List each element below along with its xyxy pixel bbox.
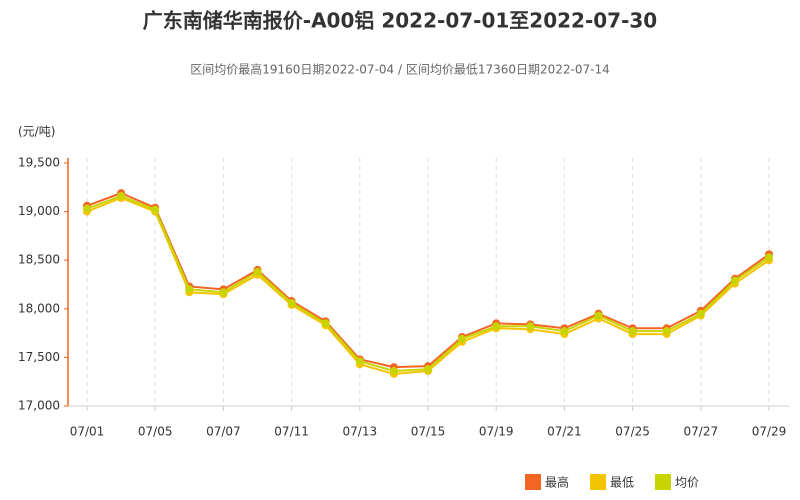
y-tick-label: 18,000 <box>18 301 60 315</box>
point <box>458 334 467 343</box>
point <box>253 267 262 276</box>
x-tick-label: 07/13 <box>343 425 378 439</box>
legend-swatch <box>590 474 606 490</box>
x-tick-label: 07/25 <box>615 425 650 439</box>
y-tick-label: 17,500 <box>18 350 60 364</box>
legend-label: 最高 <box>545 475 569 490</box>
point <box>628 327 637 336</box>
legend-swatch <box>655 474 671 490</box>
point <box>424 365 432 374</box>
point <box>696 309 705 318</box>
point <box>492 322 501 331</box>
x-tick-label: 07/05 <box>138 425 173 439</box>
point <box>219 288 228 297</box>
y-tick-label: 19,000 <box>18 204 60 218</box>
y-tick-label: 18,500 <box>18 253 60 267</box>
point <box>662 327 671 336</box>
point <box>355 357 364 366</box>
y-tick-label: 19,500 <box>18 156 60 170</box>
x-tick-label: 07/21 <box>547 425 582 439</box>
point <box>730 276 739 285</box>
point <box>560 327 569 336</box>
point <box>151 205 160 214</box>
point <box>526 322 535 331</box>
point <box>287 298 296 307</box>
chart-subtitle: 区间均价最高19160日期2022-07-04 / 区间均价最低17360日期2… <box>190 62 610 77</box>
point <box>185 285 194 294</box>
chart-title: 广东南储华南报价-A00铝 2022-07-01至2022-07-30 <box>143 9 657 33</box>
x-tick-label: 07/07 <box>206 425 241 439</box>
x-tick-label: 07/19 <box>479 425 514 439</box>
x-tick-label: 07/27 <box>684 425 719 439</box>
point <box>117 192 126 201</box>
x-tick-label: 07/15 <box>411 425 446 439</box>
x-tick-label: 07/01 <box>70 425 105 439</box>
legend-label: 均价 <box>675 476 699 490</box>
x-tick-label: 07/29 <box>752 425 787 439</box>
point <box>83 204 91 213</box>
legend-swatch <box>525 474 541 490</box>
y-axis-label: (元/吨) <box>18 125 55 139</box>
y-tick-label: 17,000 <box>18 399 60 413</box>
x-tick-label: 07/11 <box>274 425 309 439</box>
point <box>321 319 330 328</box>
point <box>765 253 773 262</box>
point <box>594 311 603 320</box>
legend-label: 最低 <box>610 476 634 490</box>
point <box>389 367 398 376</box>
